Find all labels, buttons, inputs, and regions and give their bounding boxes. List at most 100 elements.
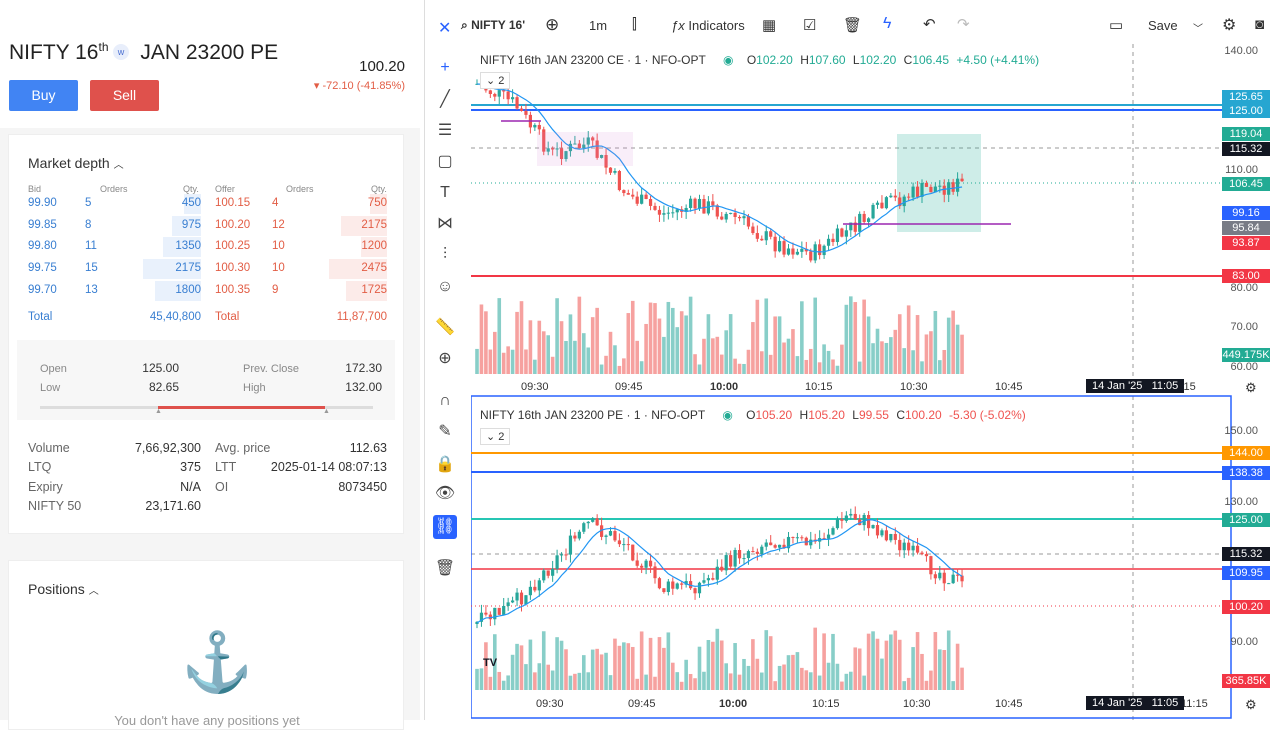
lightning-icon[interactable]: ϟ bbox=[883, 15, 892, 32]
candle bbox=[960, 178, 964, 182]
anchor-icon: ⚓ bbox=[181, 630, 254, 695]
bottom-indicator-toggle[interactable]: ⌄ 2 bbox=[480, 428, 511, 445]
eye-icon[interactable]: 👁 bbox=[434, 485, 456, 502]
gear-icon[interactable]: ⚙ bbox=[1222, 17, 1237, 34]
top-legend: NIFTY 16th JAN 23200 CE · 1 · NFO-OPT ◉ … bbox=[480, 53, 1040, 67]
candle bbox=[755, 233, 759, 239]
volume-bar bbox=[866, 316, 871, 374]
volume-bar bbox=[924, 334, 929, 374]
candle bbox=[657, 578, 662, 589]
rectangle-icon[interactable]: ▢ bbox=[437, 153, 453, 170]
volume-bar bbox=[782, 342, 786, 374]
ltt-label: LTT bbox=[215, 460, 237, 474]
layout-icon[interactable]: ▭ bbox=[1109, 17, 1124, 34]
volume-bar bbox=[946, 630, 951, 690]
candle bbox=[537, 124, 541, 130]
volume-bar bbox=[488, 349, 493, 374]
volume-bar bbox=[644, 674, 648, 690]
lock-icon[interactable]: 🔒 bbox=[435, 456, 455, 473]
crosshair-icon[interactable]: + bbox=[440, 59, 450, 76]
volume-bar bbox=[724, 663, 728, 690]
checkbox-icon[interactable]: ☑ bbox=[803, 17, 817, 34]
save-button[interactable]: Save bbox=[1148, 18, 1178, 33]
close-icon[interactable]: ✕ bbox=[438, 20, 452, 37]
pencil-lock-icon[interactable]: ✎ bbox=[438, 423, 452, 440]
top-indicator-toggle[interactable]: ⌄ 2 bbox=[480, 72, 511, 89]
volume-bar bbox=[546, 335, 550, 374]
volume-bar bbox=[608, 331, 613, 374]
emoji-icon[interactable]: ☺ bbox=[436, 278, 454, 295]
live-dot-icon: ◉ bbox=[722, 53, 734, 67]
indicators-button[interactable]: ƒx Indicators bbox=[671, 18, 745, 33]
candle bbox=[720, 566, 724, 571]
candle bbox=[595, 518, 599, 526]
candle bbox=[831, 238, 835, 243]
add-symbol-icon[interactable]: ⊕ bbox=[545, 15, 560, 34]
volume-bar bbox=[697, 646, 702, 690]
volume-bar bbox=[630, 646, 635, 690]
layouts-icon[interactable]: ▦ bbox=[762, 17, 777, 34]
volume-bar bbox=[942, 349, 947, 374]
volume-bar bbox=[519, 645, 524, 690]
volume-bar bbox=[822, 344, 826, 374]
axis-settings-icon[interactable]: ⚙ bbox=[1245, 380, 1257, 395]
volume-bar bbox=[644, 323, 648, 374]
candle bbox=[831, 528, 835, 535]
candle bbox=[617, 171, 621, 191]
volume-bar bbox=[515, 643, 519, 690]
candle bbox=[515, 97, 519, 109]
candle bbox=[515, 592, 519, 601]
volume-bar bbox=[501, 352, 506, 374]
candles-icon[interactable]: ⫿ bbox=[632, 16, 637, 33]
bid-depth-bar bbox=[155, 281, 201, 301]
offer-qty: 2175 bbox=[361, 219, 387, 231]
buy-button[interactable]: Buy bbox=[9, 80, 78, 111]
candle bbox=[760, 238, 764, 241]
chevron-up-icon: ︿ bbox=[88, 586, 99, 597]
volume-bar bbox=[684, 315, 688, 374]
ruler-icon[interactable]: 📏 bbox=[435, 319, 455, 336]
market-depth-toggle[interactable]: Market depth ︿ bbox=[28, 155, 124, 171]
trash-icon[interactable]: 🗑 bbox=[843, 17, 863, 34]
charts-area[interactable] bbox=[471, 44, 1280, 720]
prediction-icon[interactable]: ⫶ bbox=[442, 246, 447, 263]
candle bbox=[773, 545, 777, 548]
axis-settings-icon[interactable]: ⚙ bbox=[1245, 697, 1257, 712]
trendline-icon[interactable]: ╱ bbox=[440, 91, 450, 108]
sell-button[interactable]: Sell bbox=[90, 80, 159, 111]
offer-price: 100.25 bbox=[215, 240, 251, 252]
positions-toggle[interactable]: Positions ︿ bbox=[28, 581, 99, 597]
candle bbox=[657, 209, 662, 215]
candle bbox=[497, 607, 501, 615]
y-axis-tick: 110.00 bbox=[1225, 164, 1258, 176]
volume-bar bbox=[875, 328, 880, 374]
delete-icon[interactable]: 🗑 bbox=[434, 560, 456, 577]
fib-icon[interactable]: ☰ bbox=[437, 122, 453, 139]
volume-bar bbox=[475, 348, 479, 374]
high-marker-icon: ▲ bbox=[323, 408, 330, 415]
zoom-icon[interactable]: ⊕ bbox=[438, 350, 452, 367]
undo-icon[interactable]: ↶ bbox=[923, 16, 936, 33]
candle bbox=[956, 178, 960, 192]
interval-button[interactable]: 1m bbox=[589, 18, 608, 33]
link-icon[interactable]: ⛓ bbox=[433, 515, 457, 539]
price-tag: 125.00 bbox=[1222, 513, 1270, 527]
symbol-search[interactable]: ⌕ NIFTY 16' bbox=[461, 18, 526, 32]
price-tag: 119.04 bbox=[1222, 127, 1270, 141]
volume-bar bbox=[586, 347, 591, 374]
ohlc-box: Open 125.00 Prev. Close 172.30 Low 82.65… bbox=[17, 340, 395, 420]
volume-bar bbox=[679, 311, 684, 374]
total-offer-value: 11,87,700 bbox=[336, 311, 387, 323]
magnet-icon[interactable]: ∩ bbox=[439, 392, 451, 409]
camera-icon[interactable]: ◙ bbox=[1255, 16, 1265, 33]
candle bbox=[804, 248, 808, 252]
volume-bar bbox=[524, 349, 528, 374]
pattern-icon[interactable]: ⋈ bbox=[437, 215, 453, 232]
y-axis-tick: 60.00 bbox=[1230, 361, 1258, 373]
volume-bar bbox=[853, 647, 858, 690]
redo-icon[interactable]: ↷ bbox=[957, 16, 970, 33]
candle bbox=[604, 535, 608, 537]
candle bbox=[613, 531, 617, 541]
text-icon[interactable]: T bbox=[440, 184, 450, 201]
chevron-down-icon[interactable]: ﹀ bbox=[1193, 24, 1203, 35]
